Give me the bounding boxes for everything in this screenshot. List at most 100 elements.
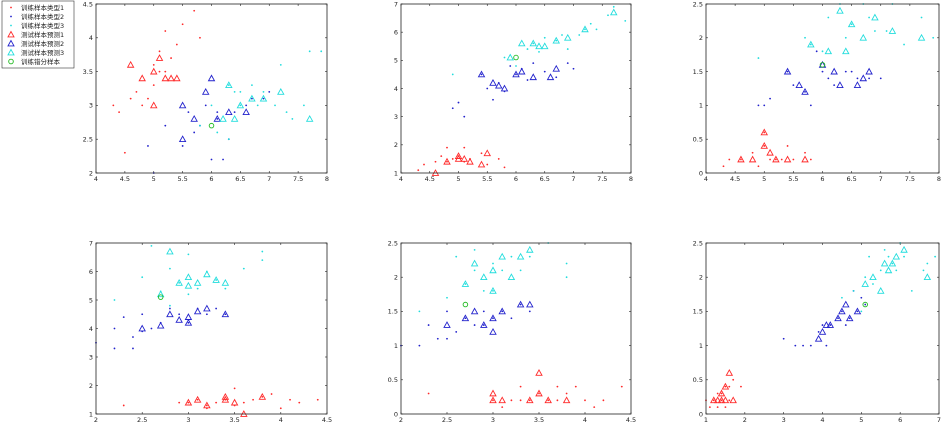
data-point-dot	[792, 84, 795, 87]
data-point-dot	[141, 313, 144, 316]
data-point-triangle	[526, 300, 534, 308]
series-triangle	[489, 369, 571, 404]
data-point-triangle	[859, 33, 868, 41]
panel-5: 2 2.5 3 3.5 4 4.5 0 0.5 1 1.5 2 2.5	[388, 239, 637, 424]
series-dot	[400, 303, 531, 347]
data-point-dot	[732, 378, 735, 381]
y-tick-label: 2	[89, 382, 93, 390]
y-tick-label: 1	[89, 410, 93, 418]
data-point-dot	[837, 317, 839, 320]
data-point-triangle	[822, 321, 831, 328]
y-tick-label: 3	[89, 102, 93, 110]
data-point-triangle	[498, 307, 506, 315]
series-dot	[418, 242, 568, 313]
data-point-dot	[802, 344, 804, 347]
legend-marker-triangle	[7, 39, 15, 47]
y-tick-label: 7	[89, 239, 93, 247]
data-point-dot	[850, 23, 853, 26]
data-point-triangle	[721, 382, 730, 390]
data-point-dot	[204, 104, 207, 107]
data-point-dot	[193, 9, 196, 12]
data-point-triangle	[516, 300, 525, 308]
data-point-dot	[446, 160, 448, 163]
data-point-triangle	[167, 74, 175, 82]
data-point-dot	[141, 276, 144, 279]
data-point-triangle	[876, 286, 885, 294]
data-point-dot	[515, 65, 517, 67]
data-point-dot	[864, 276, 867, 279]
data-point-dot	[224, 313, 227, 316]
data-point-dot	[118, 111, 120, 114]
data-point-dot	[724, 385, 727, 388]
data-point-dot	[593, 406, 596, 409]
data-point-dot	[519, 385, 522, 388]
data-point-dot	[169, 307, 171, 310]
data-point-dot	[205, 404, 208, 407]
data-point-dot	[848, 317, 851, 320]
data-point-dot	[227, 138, 230, 141]
data-point-triangle	[213, 114, 222, 122]
data-point-dot	[528, 399, 531, 402]
data-point-dot	[578, 34, 581, 36]
data-point-dot	[607, 14, 609, 17]
series-triangle	[477, 64, 561, 92]
legend-item: 测试样本预测3	[7, 48, 64, 57]
data-point-dot	[538, 392, 540, 395]
data-point-dot	[178, 401, 181, 404]
data-point-triangle	[138, 324, 146, 332]
data-point-dot	[543, 70, 546, 73]
y-tick-label: 0	[699, 169, 703, 177]
data-point-dot	[233, 90, 236, 93]
y-tick-label: 1.5	[693, 68, 703, 76]
data-point-triangle	[156, 321, 165, 329]
data-point-triangle	[184, 313, 193, 320]
data-point-triangle	[221, 278, 230, 286]
data-point-dot	[763, 104, 766, 107]
y-tick-label: 5	[89, 296, 93, 304]
data-point-triangle	[609, 8, 618, 16]
data-point-triangle	[717, 389, 726, 397]
x-tick-label: 4	[94, 175, 98, 183]
data-point-dot	[181, 23, 184, 26]
y-tick-label: 4	[89, 325, 93, 333]
series-triangle	[443, 300, 534, 335]
data-point-triangle	[193, 395, 202, 403]
data-point-dot	[510, 255, 513, 258]
legend-label: 测试样本预测3	[21, 48, 64, 57]
data-point-dot	[720, 399, 723, 402]
data-point-dot	[844, 324, 847, 326]
data-point-dot	[528, 255, 531, 258]
y-tick-label: 2.5	[388, 239, 398, 247]
x-tick-label: 5.5	[788, 175, 798, 183]
data-point-triangle	[824, 47, 833, 55]
x-tick-label: 3	[782, 416, 786, 424]
data-point-dot	[417, 169, 420, 172]
x-tick-label: 8	[629, 175, 633, 183]
data-point-dot	[821, 50, 824, 53]
data-point-triangle	[717, 396, 726, 404]
data-point-triangle	[529, 39, 538, 47]
data-point-triangle	[477, 160, 486, 168]
x-tick-label: 6.5	[540, 175, 550, 183]
data-point-triangle	[190, 114, 198, 122]
data-point-dot	[792, 158, 795, 161]
x-tick-label: 7	[267, 175, 271, 183]
y-tick-label: 7	[394, 0, 398, 8]
data-point-dot	[279, 63, 282, 66]
y-tick-label: 2.5	[693, 239, 703, 247]
legend-marker-triangle	[7, 30, 15, 38]
legend-marker-circle	[8, 58, 14, 65]
data-point-dot	[572, 67, 575, 70]
x-tick-label: 3.5	[534, 416, 544, 424]
data-point-triangle	[826, 321, 835, 328]
data-point-dot	[112, 104, 115, 107]
data-point-dot	[769, 97, 771, 100]
data-point-triangle	[760, 128, 769, 136]
data-point-dot	[170, 57, 172, 59]
data-point-triangle	[203, 401, 211, 409]
data-point-dot	[285, 111, 288, 114]
data-point-dot	[446, 337, 448, 340]
x-tick-label: 4	[704, 175, 708, 183]
data-point-dot	[584, 28, 586, 31]
